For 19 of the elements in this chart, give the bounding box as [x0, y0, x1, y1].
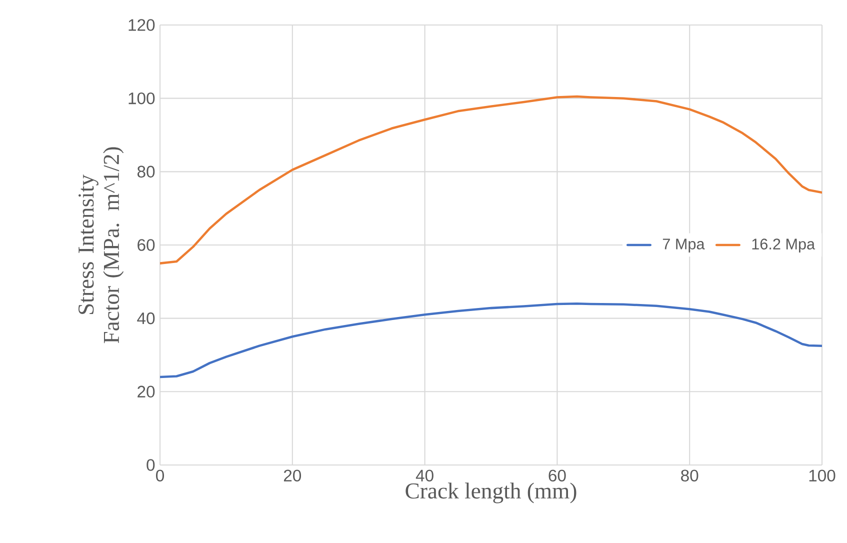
x-tick-label: 40 — [416, 470, 434, 482]
y-tick-label: 80 — [137, 166, 155, 178]
line-series — [160, 95, 822, 264]
x-tick-label: 80 — [681, 470, 698, 482]
y-tick-label: 60 — [138, 239, 155, 251]
x-tick-label: 60 — [548, 470, 566, 482]
y-tick-label: 40 — [137, 312, 155, 324]
x-axis-title: Crack length (mm) — [406, 482, 576, 504]
x-tick-label: 0 — [156, 470, 164, 482]
x-tick-label: 100 — [809, 470, 836, 482]
y-tick-label: 120 — [128, 19, 155, 31]
legend-label: 7 Mpa — [662, 238, 705, 252]
y-tick-label: 100 — [128, 92, 155, 104]
y-tick-label: 0 — [146, 459, 155, 471]
y-axis-title: Stress Intensity Factor (MPa. m^1/2) — [78, 147, 124, 344]
y-tick-label: 20 — [138, 386, 155, 398]
x-tick-label: 20 — [284, 470, 302, 482]
line-series — [160, 302, 822, 378]
legend-label: 16.2 Mpa — [752, 238, 816, 253]
